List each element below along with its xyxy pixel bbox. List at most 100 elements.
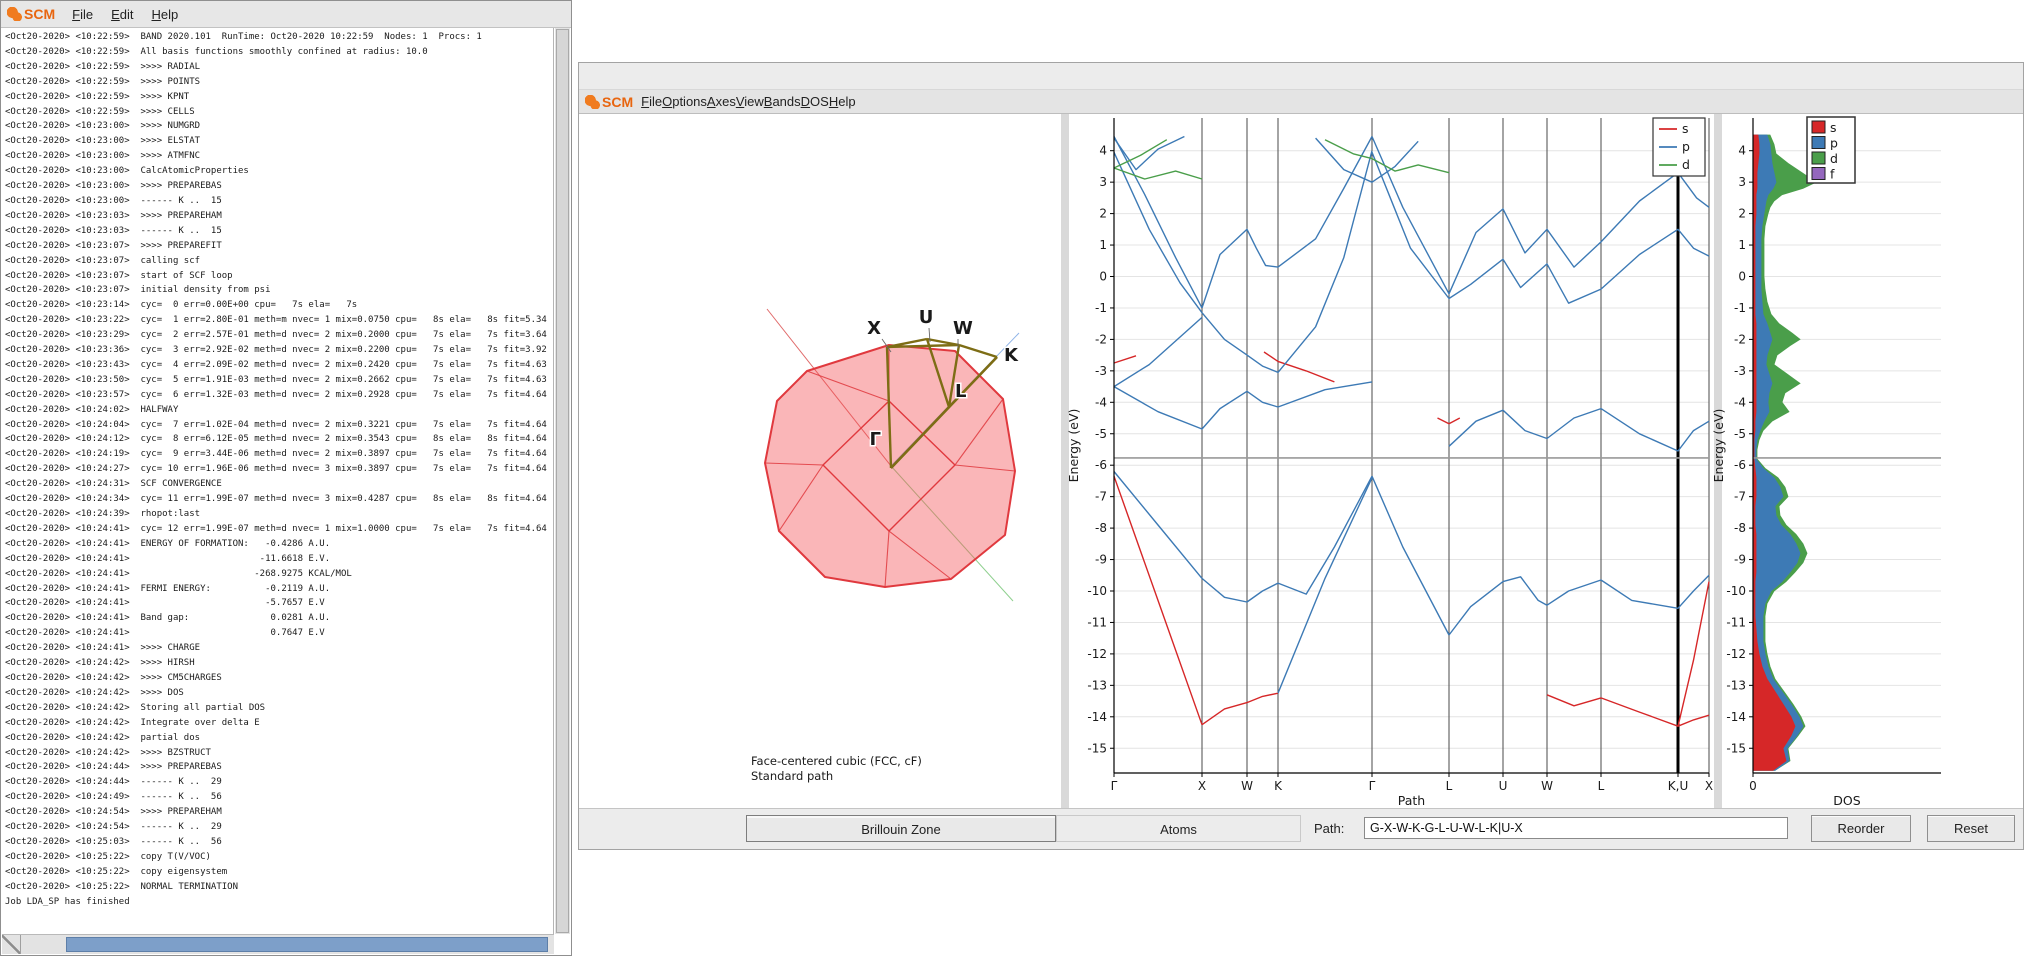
band-xtick: Γ	[1369, 779, 1376, 793]
dos-ytick: -13	[1726, 678, 1746, 692]
band-ytick: -10	[1087, 584, 1107, 598]
dos-ytick: 3	[1738, 175, 1746, 189]
band-menu-items: FileOptionsAxesViewBandsDOSHelp	[641, 94, 855, 109]
dos-ylabel: Energy (eV)	[1711, 409, 1726, 483]
menu-item-help[interactable]: Help	[829, 94, 856, 109]
band-ytick: -5	[1095, 427, 1107, 441]
band-p	[1449, 409, 1709, 451]
band-ytick: -15	[1087, 741, 1107, 755]
band-xtick: U	[1499, 779, 1508, 793]
reset-button[interactable]: Reset	[1927, 815, 2015, 842]
band-legend-label-p: p	[1682, 139, 1690, 154]
dos-ytick: 0	[1738, 270, 1746, 284]
kpoint-label-W: W	[953, 318, 973, 339]
menu-item-view[interactable]: View	[736, 94, 764, 109]
dos-plot[interactable]: 43210-1-2-3-4-5-6-7-8-9-10-11-12-13-14-1…	[1711, 118, 1941, 808]
menu-item-help[interactable]: Help	[143, 7, 188, 22]
dos-ytick: -1	[1734, 301, 1746, 315]
kpath-segment	[959, 345, 997, 357]
log-vertical-scrollbar[interactable]	[555, 28, 570, 934]
bottom-control-bar: Brillouin Zone Atoms Path: Reorder Reset	[579, 808, 2023, 849]
menu-item-bands[interactable]: Bands	[764, 94, 801, 109]
kpath-segment	[927, 339, 959, 345]
menu-item-file[interactable]: File	[641, 94, 662, 109]
band-ytick: 2	[1099, 207, 1107, 221]
band-s	[1264, 352, 1334, 382]
dos-ytick: 4	[1738, 144, 1746, 158]
band-ytick: -3	[1095, 364, 1107, 378]
menu-item-options[interactable]: Options	[662, 94, 707, 109]
dos-xlabel: DOS	[1833, 793, 1860, 808]
path-input[interactable]	[1364, 817, 1788, 839]
menu-item-edit[interactable]: Edit	[102, 7, 142, 22]
log-output: <Oct20-2020> <10:22:59> BAND 2020.101 Ru…	[2, 28, 553, 909]
band-xtick: W	[1541, 779, 1553, 793]
band-p	[1202, 476, 1372, 602]
band-s	[1114, 476, 1202, 725]
band-d	[1325, 140, 1449, 173]
band-ytick: -13	[1087, 678, 1107, 692]
band-xtick: L	[1598, 779, 1605, 793]
dos-ytick: -5	[1734, 427, 1746, 441]
kpoint-label-X: X	[867, 318, 881, 339]
log-horizontal-scrollbar[interactable]	[2, 934, 554, 954]
log-hscroll-thumb[interactable]	[66, 937, 548, 952]
band-xlabel: Path	[1398, 793, 1425, 808]
path-label: Path:	[1314, 821, 1344, 836]
band-menubar: SCM FileOptionsAxesViewBandsDOSHelp	[579, 90, 2023, 114]
scm-logo: SCM	[7, 6, 55, 22]
log-text-area[interactable]: <Oct20-2020> <10:22:59> BAND 2020.101 Ru…	[2, 28, 554, 934]
dos-ytick: -12	[1726, 647, 1746, 661]
band-ytick: -6	[1095, 458, 1107, 472]
kpoint-label-U: U	[919, 307, 934, 328]
band-d	[1114, 140, 1167, 168]
band-p	[1114, 382, 1372, 429]
band-ytick: -12	[1087, 647, 1107, 661]
window-top-strip	[579, 63, 2023, 90]
dos-ytick: -15	[1726, 741, 1746, 755]
brillouin-zone-view[interactable]: XUWKLΓFace-centered cubic (FCC, cF)Stand…	[751, 307, 1019, 783]
scm-logo-text: SCM	[602, 94, 633, 110]
menu-item-axes[interactable]: Axes	[707, 94, 736, 109]
band-ytick: -4	[1095, 395, 1107, 409]
dos-legend-label-p: p	[1830, 136, 1838, 151]
band-ytick: 3	[1099, 175, 1107, 189]
band-s	[1114, 356, 1136, 363]
menu-item-dos[interactable]: DOS	[801, 94, 829, 109]
log-vscroll-thumb[interactable]	[556, 29, 569, 933]
band-legend-label-s: s	[1682, 121, 1689, 136]
tab-brillouin-zone[interactable]: Brillouin Zone	[746, 815, 1056, 842]
dos-ytick: -6	[1734, 458, 1746, 472]
band-s	[1202, 693, 1278, 725]
log-window: SCM FileEditHelp <Oct20-2020> <10:22:59>…	[0, 0, 572, 956]
band-ylabel: Energy (eV)	[1066, 409, 1081, 483]
dos-ytick: -4	[1734, 395, 1746, 409]
menu-item-file[interactable]: File	[63, 7, 102, 22]
reorder-button[interactable]: Reorder	[1811, 815, 1911, 842]
band-p	[1114, 472, 1202, 579]
dos-legend-label-d: d	[1830, 151, 1838, 166]
band-xtick: X	[1198, 779, 1206, 793]
dos-ytick: -10	[1726, 584, 1746, 598]
band-p	[1449, 575, 1709, 635]
scm-logo-text: SCM	[24, 6, 55, 22]
band-ytick: -8	[1095, 521, 1107, 535]
dos-legend-label-s: s	[1830, 120, 1837, 135]
band-window-content: XUWKLΓFace-centered cubic (FCC, cF)Stand…	[579, 114, 2023, 811]
tab-atoms[interactable]: Atoms	[1056, 815, 1301, 842]
kpoint-label-K: K	[1004, 345, 1019, 366]
band-ytick: -7	[1095, 490, 1107, 504]
kpoint-label-Γ: Γ	[870, 429, 881, 450]
band-xtick: X	[1705, 779, 1713, 793]
band-structure-plot[interactable]: 43210-1-2-3-4-5-6-7-8-9-10-11-12-13-14-1…	[1066, 118, 1713, 808]
dos-ytick: -11	[1726, 615, 1746, 629]
band-legend: spd	[1653, 118, 1705, 176]
band-d	[1114, 168, 1202, 179]
band-xtick: K,U	[1668, 779, 1688, 793]
band-p	[1114, 317, 1202, 386]
band-xtick: W	[1241, 779, 1253, 793]
band-legend-label-d: d	[1682, 157, 1690, 172]
band-p	[1278, 478, 1372, 693]
bandstructure-window: SCM FileOptionsAxesViewBandsDOSHelp XUWK…	[578, 62, 2024, 850]
plots-canvas: XUWKLΓFace-centered cubic (FCC, cF)Stand…	[579, 114, 2024, 811]
